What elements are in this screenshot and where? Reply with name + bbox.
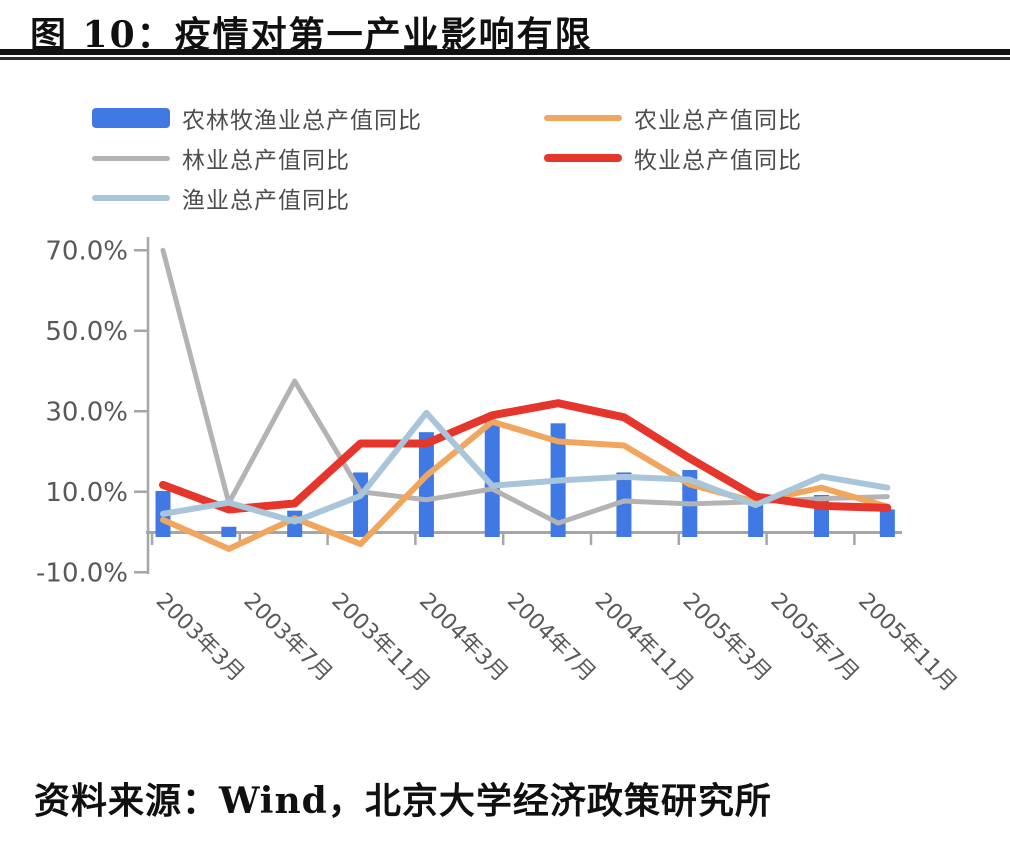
- legend-label-fishery: 渔业总产值同比: [182, 188, 350, 214]
- svg-text:2004年7月: 2004年7月: [502, 589, 600, 687]
- legend-item-total: 农林牧渔业总产值同比: [92, 98, 544, 138]
- svg-text:2005年11月: 2005年11月: [853, 589, 961, 697]
- legend-label-husbandry: 牧业总产值同比: [634, 148, 802, 174]
- title-rule-thick: [0, 49, 1010, 55]
- svg-text:-10.0%: -10.0%: [36, 558, 128, 588]
- legend-item-fishery: 渔业总产值同比: [92, 178, 544, 218]
- legend-swatch-orange-line-icon: [544, 115, 622, 121]
- svg-text:2005年7月: 2005年7月: [765, 589, 863, 687]
- legend-swatch-gray-line-icon: [92, 155, 170, 161]
- svg-text:10.0%: 10.0%: [45, 478, 128, 508]
- legend-swatch-lightblue-line-icon: [92, 195, 170, 201]
- chart-legend: 农林牧渔业总产值同比 农业总产值同比 林业总产值同比 牧业总产值同比 渔业总产值…: [92, 98, 952, 218]
- title-rule-gap: [0, 55, 1010, 57]
- legend-swatch-red-line-icon: [544, 154, 622, 162]
- svg-text:30.0%: 30.0%: [45, 397, 128, 427]
- legend-label-total: 农林牧渔业总产值同比: [182, 108, 422, 134]
- svg-text:2003年7月: 2003年7月: [239, 589, 337, 687]
- legend-swatch-bar-icon: [92, 108, 170, 128]
- legend-label-farming: 农业总产值同比: [634, 108, 802, 134]
- legend-label-forestry: 林业总产值同比: [182, 148, 350, 174]
- legend-item-farming: 农业总产值同比: [544, 98, 924, 138]
- source-note: 资料来源：Wind，北京大学经济政策研究所: [34, 780, 772, 822]
- legend-item-forestry: 林业总产值同比: [92, 138, 544, 178]
- title-rule: [0, 49, 1010, 60]
- title-rule-thin: [0, 57, 1010, 60]
- svg-text:70.0%: 70.0%: [45, 236, 128, 266]
- svg-text:2003年3月: 2003年3月: [151, 589, 249, 687]
- svg-text:50.0%: 50.0%: [45, 317, 128, 347]
- legend-item-husbandry: 牧业总产值同比: [544, 138, 924, 178]
